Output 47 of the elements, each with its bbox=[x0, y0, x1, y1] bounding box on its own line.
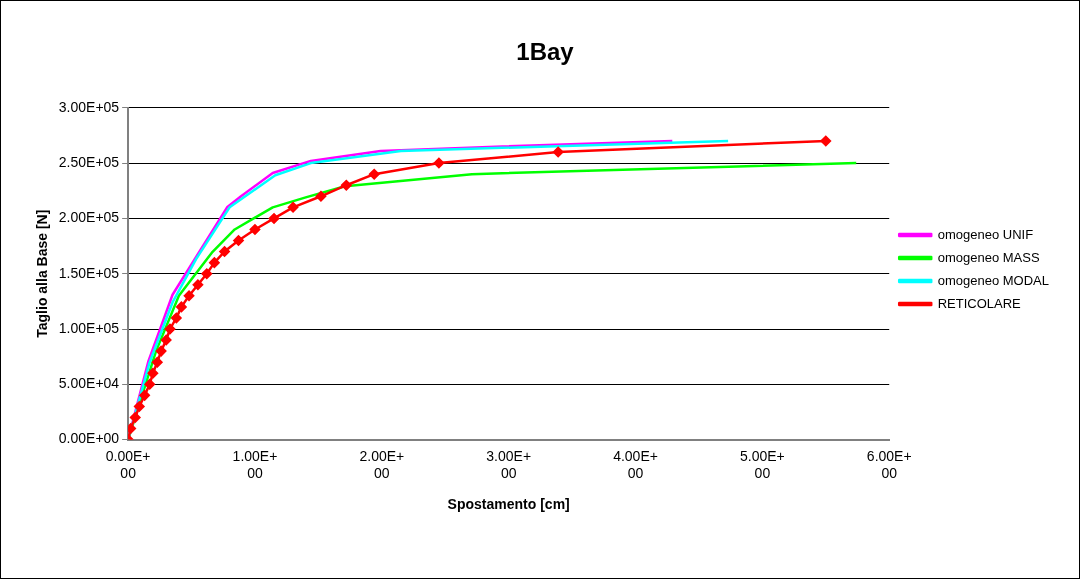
point bbox=[552, 146, 564, 158]
x-tick-label: 3.00E+00 bbox=[486, 447, 532, 481]
point bbox=[176, 301, 187, 313]
point bbox=[315, 191, 327, 202]
x-tick-label: 6.00E+00 bbox=[866, 447, 912, 481]
x-tick-label: 2.00E+00 bbox=[359, 447, 405, 481]
point bbox=[155, 345, 167, 357]
y-tick-label: 1.50E+05 bbox=[58, 264, 120, 281]
point bbox=[233, 235, 244, 246]
point bbox=[171, 312, 182, 324]
point bbox=[341, 179, 352, 191]
legend-label: RETICOLARE bbox=[937, 295, 1022, 311]
point bbox=[192, 279, 204, 291]
point bbox=[129, 412, 141, 423]
point bbox=[134, 401, 145, 412]
point bbox=[268, 213, 280, 224]
y-tick-label: 0.00E+00 bbox=[58, 430, 120, 447]
point bbox=[287, 202, 299, 213]
legend-label: omogeneo MODAL bbox=[937, 272, 1049, 288]
y-tick-label: 2.00E+05 bbox=[58, 209, 120, 226]
point bbox=[820, 135, 832, 147]
x-tick-label: 1.00E+00 bbox=[232, 447, 278, 481]
y-tick-label: 1.00E+05 bbox=[58, 319, 120, 336]
x-axis-title: Spostamento [cm] bbox=[447, 496, 570, 513]
point bbox=[164, 323, 176, 335]
point bbox=[249, 224, 261, 235]
point bbox=[219, 246, 230, 257]
point bbox=[144, 379, 155, 390]
point bbox=[209, 257, 220, 268]
point bbox=[368, 168, 380, 180]
point bbox=[183, 290, 195, 302]
x-tick-label: 4.00E+00 bbox=[613, 447, 658, 481]
point bbox=[201, 268, 213, 279]
legend-label: omogeneo UNIF bbox=[937, 226, 1034, 242]
point bbox=[147, 367, 159, 379]
y-axis-title: Taglio alla Base [N] bbox=[34, 209, 51, 338]
y-tick-label: 2.50E+05 bbox=[58, 153, 120, 170]
chart-title: 1Bay bbox=[516, 38, 575, 66]
x-tick-label: 5.00E+00 bbox=[739, 447, 785, 481]
point bbox=[139, 390, 150, 401]
point bbox=[433, 157, 445, 169]
point bbox=[160, 334, 172, 346]
point bbox=[152, 356, 163, 368]
y-tick-label: 3.00E+05 bbox=[58, 98, 120, 115]
legend-label: omogeneo MASS bbox=[937, 249, 1040, 265]
y-tick-label: 5.00E+04 bbox=[58, 375, 120, 392]
x-tick-label: 0.00E+00 bbox=[105, 447, 151, 481]
